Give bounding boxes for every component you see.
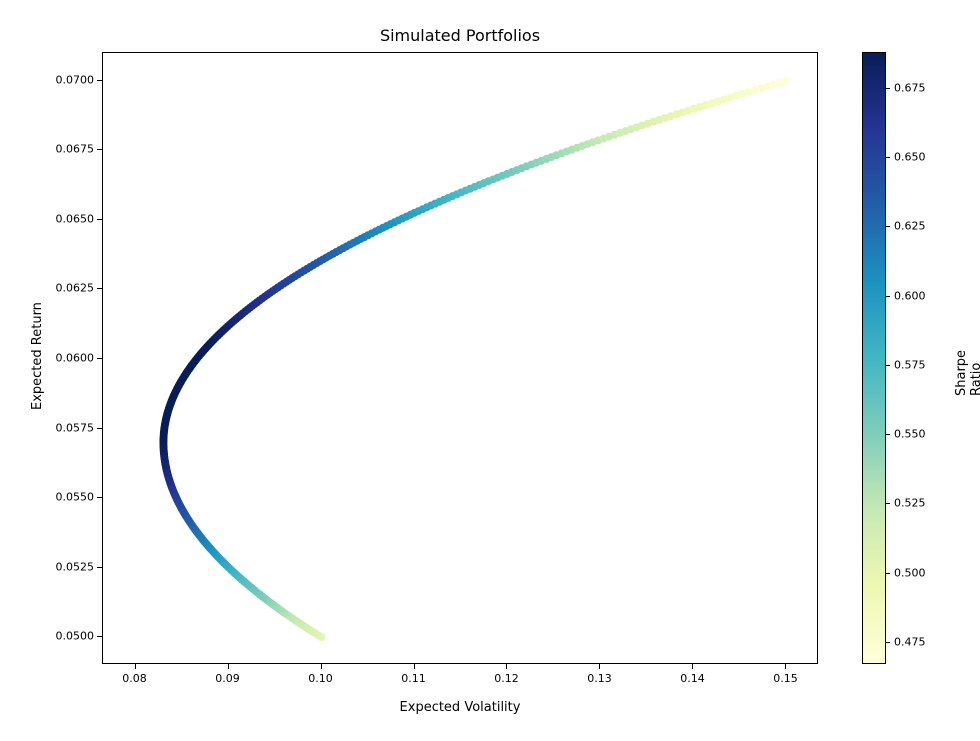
x-tick-label: 0.09: [215, 672, 240, 685]
colorbar-tick-label: 0.625: [894, 220, 926, 233]
y-tick-mark: [97, 358, 102, 359]
x-tick-mark: [785, 664, 786, 669]
x-tick-mark: [321, 664, 322, 669]
colorbar-tick-mark: [886, 226, 890, 227]
x-tick-mark: [599, 664, 600, 669]
colorbar: [862, 52, 886, 664]
figure: Simulated Portfolios Expected Volatility…: [0, 0, 980, 741]
y-tick-label: 0.0575: [50, 421, 94, 434]
y-tick-label: 0.0525: [50, 560, 94, 573]
colorbar-tick-mark: [886, 573, 890, 574]
y-tick-label: 0.0600: [50, 352, 94, 365]
colorbar-tick-label: 0.650: [894, 151, 926, 164]
x-tick-label: 0.08: [122, 672, 147, 685]
y-tick-mark: [97, 219, 102, 220]
colorbar-tick-label: 0.675: [894, 82, 926, 95]
x-axis-label: Expected Volatility: [102, 700, 818, 715]
colorbar-tick-mark: [886, 434, 890, 435]
y-tick-mark: [97, 567, 102, 568]
x-tick-mark: [135, 664, 136, 669]
y-tick-label: 0.0675: [50, 143, 94, 156]
colorbar-tick-mark: [886, 642, 890, 643]
y-axis-label: Expected Return: [30, 302, 45, 410]
plot-area: [102, 52, 818, 664]
y-tick-label: 0.0625: [50, 282, 94, 295]
y-tick-mark: [97, 497, 102, 498]
y-tick-mark: [97, 288, 102, 289]
colorbar-tick-mark: [886, 503, 890, 504]
y-tick-label: 0.0650: [50, 212, 94, 225]
x-tick-mark: [692, 664, 693, 669]
x-tick-label: 0.13: [587, 672, 612, 685]
x-tick-label: 0.10: [308, 672, 333, 685]
colorbar-tick-label: 0.475: [894, 635, 926, 648]
colorbar-tick-mark: [886, 157, 890, 158]
colorbar-label: Sharpe Ratio: [954, 350, 980, 396]
colorbar-tick-mark: [886, 365, 890, 366]
colorbar-tick-label: 0.550: [894, 428, 926, 441]
y-tick-label: 0.0700: [50, 73, 94, 86]
efficient-frontier-scatter: [103, 53, 819, 665]
colorbar-tick-label: 0.600: [894, 289, 926, 302]
y-tick-mark: [97, 149, 102, 150]
colorbar-tick-label: 0.575: [894, 358, 926, 371]
colorbar-tick-mark: [886, 296, 890, 297]
colorbar-tick-mark: [886, 88, 890, 89]
x-tick-label: 0.14: [680, 672, 705, 685]
y-tick-label: 0.0550: [50, 491, 94, 504]
x-tick-label: 0.15: [773, 672, 798, 685]
x-tick-mark: [414, 664, 415, 669]
portfolio-point: [782, 77, 790, 85]
x-tick-mark: [506, 664, 507, 669]
y-tick-mark: [97, 80, 102, 81]
colorbar-tick-label: 0.525: [894, 497, 926, 510]
colorbar-tick-label: 0.500: [894, 566, 926, 579]
x-tick-label: 0.11: [401, 672, 426, 685]
chart-title: Simulated Portfolios: [102, 26, 818, 45]
y-tick-mark: [97, 428, 102, 429]
y-tick-label: 0.0500: [50, 630, 94, 643]
x-tick-label: 0.12: [494, 672, 519, 685]
x-tick-mark: [228, 664, 229, 669]
y-tick-mark: [97, 636, 102, 637]
